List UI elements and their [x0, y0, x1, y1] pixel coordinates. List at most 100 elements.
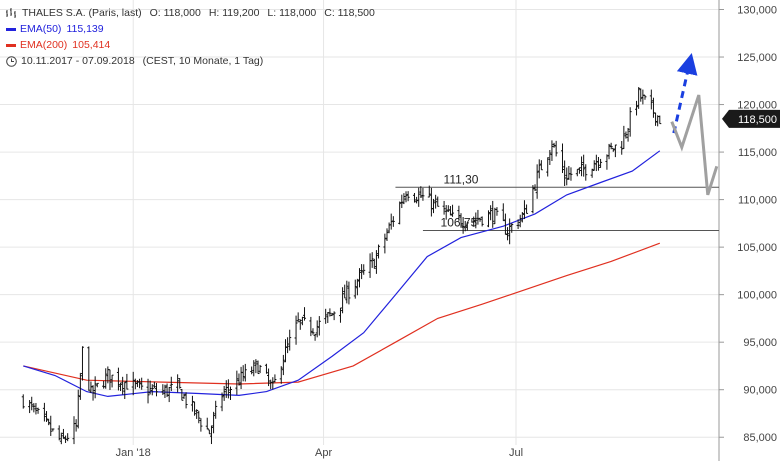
ohlc-bar	[643, 94, 647, 100]
ohlc-bar	[565, 167, 569, 186]
ohlc-bar	[656, 115, 660, 127]
ohlc-bar	[533, 184, 537, 192]
ohlc-bar	[241, 365, 245, 382]
last-price-label: 118,500	[738, 114, 777, 126]
y-tick-label: 115,000	[738, 147, 777, 159]
ohlc-bar	[163, 384, 167, 399]
ohlc-bar	[93, 376, 97, 399]
ohlc-bar	[444, 205, 448, 220]
ohlc-bar	[580, 156, 584, 177]
ohlc-bar	[489, 205, 493, 221]
ohlc-bar	[28, 400, 32, 414]
ohlc-bar	[641, 89, 645, 105]
instrument-title: THALES S.A. (Paris, last)	[22, 7, 142, 19]
ohlc-bar	[385, 228, 389, 241]
ohlc-bar	[607, 143, 611, 160]
ohlc-bar	[374, 250, 378, 274]
ohlc-high: H: 119,200	[208, 7, 260, 19]
x-tick-label: Apr	[315, 447, 332, 459]
ohlc-bar	[624, 131, 628, 139]
ohlc-bar	[258, 364, 262, 374]
ohlc-bar	[116, 367, 120, 391]
ohlc-bar	[250, 366, 254, 375]
ohlc-low: L: 118,000	[267, 7, 317, 19]
ohlc-bar	[281, 354, 285, 376]
ohlc-bar	[317, 316, 321, 336]
ohlc-bar	[391, 216, 395, 227]
ohlc-bar	[288, 329, 292, 351]
ohlc-bar	[209, 425, 213, 445]
ohlc-bar	[510, 223, 514, 233]
level-label: 111,30	[444, 172, 479, 186]
y-tick-label: 95,000	[743, 337, 777, 349]
ema50-swatch	[6, 27, 16, 31]
ohlc-bar	[432, 198, 436, 214]
ohlc-bar	[303, 307, 307, 321]
ohlc-bar	[332, 311, 336, 321]
ohlc-bar	[358, 268, 361, 288]
ohlc-bar	[412, 192, 416, 203]
ohlc-bar	[313, 333, 317, 341]
ohlc-bar	[577, 167, 581, 174]
ohlc-bar	[398, 201, 402, 225]
ohlc-bar	[372, 258, 376, 269]
ohlc-bar	[611, 147, 615, 152]
ohlc-bar	[220, 392, 224, 412]
ohlc-bar	[45, 411, 49, 422]
legend-ema200-row[interactable]: EMA(200) 105,414	[6, 37, 375, 53]
ohlc-bar	[478, 217, 482, 222]
ohlc-bar	[294, 315, 298, 345]
ohlc-bar	[150, 384, 154, 396]
ohlc-bar	[74, 419, 78, 432]
ohlc-bar	[239, 366, 243, 390]
ohlc-bar	[561, 143, 565, 174]
ohlc-bar	[590, 168, 594, 178]
ohlc-bar	[59, 432, 63, 445]
ohlc-bar	[61, 428, 65, 439]
ohlc-bar	[30, 396, 34, 411]
ohlc-bar	[567, 165, 571, 180]
ohlc-bar	[197, 410, 201, 424]
ohlc-bar	[298, 319, 302, 330]
ohlc-bar	[47, 418, 51, 426]
ohlc-bar	[550, 140, 554, 161]
legend-ema50-row[interactable]: EMA(50) 115,139	[6, 21, 375, 37]
y-tick-label: 105,000	[737, 242, 777, 254]
legend-range-row: 10.11.2017 - 07.09.2018 (CEST, 10 Monate…	[6, 53, 375, 69]
y-tick-label: 90,000	[743, 385, 777, 397]
ohlc-bar	[480, 216, 484, 227]
ohlc-bar	[486, 210, 490, 228]
ohlc-bar	[639, 88, 643, 102]
ohlc-bar	[474, 212, 478, 229]
ohlc-close: C: 118,500	[324, 7, 375, 19]
ohlc-bar	[296, 312, 300, 323]
ohlc-bar	[279, 366, 283, 384]
ohlc-bar	[212, 411, 216, 434]
ohlc-bar	[476, 209, 480, 225]
ohlc-bar	[87, 346, 91, 391]
ohlc-bar	[345, 280, 349, 304]
ohlc-bar	[91, 385, 95, 401]
ema50-line	[23, 150, 661, 398]
y-tick-label: 130,000	[737, 5, 777, 17]
ohlc-bar	[51, 428, 55, 432]
ohlc-bar	[503, 213, 507, 235]
range-info: (CEST, 10 Monate, 1 Tag)	[142, 55, 264, 67]
ohlc-bar	[539, 160, 543, 171]
ohlc-bar	[609, 142, 613, 150]
ohlc-bar	[563, 160, 567, 187]
ohlc-bar	[138, 378, 142, 389]
ema200-line	[23, 242, 661, 385]
ema200-label: EMA(200)	[20, 39, 68, 51]
ohlc-bar	[594, 154, 598, 172]
ohlc-bar	[347, 281, 351, 305]
ohlc-bar	[193, 401, 197, 416]
ohlc-bar	[315, 320, 319, 338]
ohlc-bar	[491, 200, 495, 228]
ohlc-bar	[199, 418, 203, 432]
ohlc-bar	[161, 384, 165, 395]
ohlc-bar	[256, 360, 260, 375]
ohlc-bar	[300, 316, 304, 326]
